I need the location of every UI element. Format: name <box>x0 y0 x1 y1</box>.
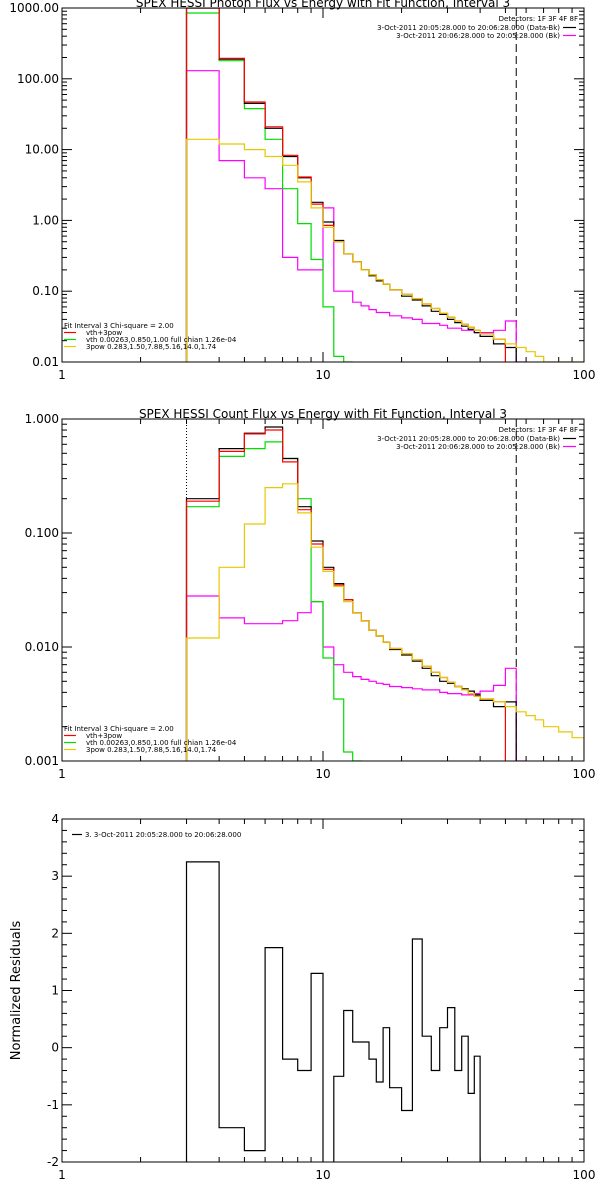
chart-panel-3: 1 10 100 -2 -1 0 1 2 3 4 3. 3-Oct-2011 20:05:28.00… <box>9 812 595 1182</box>
x-axis-ticks <box>61 419 573 761</box>
legend-entry-label: 3-Oct-2011 20:05:28.000 to 20:06:28.000 … <box>377 435 560 443</box>
series-group <box>185 426 584 761</box>
legend-entry-label: 3pow 0.283,1.50,7.88,5.16,14.0,1.74 <box>86 343 217 351</box>
legend-header: Fit Interval 3 Chi-square = 2.00 <box>64 322 174 330</box>
plot-frame <box>61 7 585 363</box>
x-axis-ticks <box>61 819 573 1162</box>
y-tick-label: 3 <box>51 869 59 883</box>
series-line-1 <box>185 861 481 1162</box>
legend-entry-label: vth+3pow <box>86 732 122 740</box>
y-tick-label: 1 <box>51 984 59 998</box>
y-tick-label: 100.00 <box>17 72 59 86</box>
y-tick-label: 1.00 <box>32 213 59 227</box>
y-axis-ticks <box>62 418 584 762</box>
series-group <box>185 861 481 1162</box>
legend-entry-label: vth 0.00263,0.850,1.00 full chian 1.26e-… <box>86 739 237 747</box>
legend-entry-label: vth 0.00263,0.850,1.00 full chian 1.26e-… <box>86 336 237 344</box>
legend-entry-label: 3. 3-Oct-2011 20:05:28.000 to 20:06:28.0… <box>85 831 241 839</box>
chart-panel-2: SPEX HESSI Count Flux vs Energy with Fit… <box>25 407 596 781</box>
x-tick-label: 1 <box>58 767 66 781</box>
x-tick-label: 1 <box>58 368 66 382</box>
y-tick-label: 4 <box>51 812 59 826</box>
y-tick-label: 1000.00 <box>9 1 59 15</box>
legend-left: Fit Interval 3 Chi-square = 2.00vth+3pow… <box>64 725 237 754</box>
legend-entry-label: 3-Oct-2011 20:06:28.000 to 20:05:28.000 … <box>396 32 560 40</box>
y-tick-label: 10.00 <box>25 143 59 157</box>
legend-left: Fit Interval 3 Chi-square = 2.00vth+3pow… <box>64 322 237 351</box>
y-tick-label: 0.010 <box>25 640 59 654</box>
plot-frame <box>61 818 585 1163</box>
legend-header: Detectors: 1F 3F 4F 8F <box>499 15 578 23</box>
y-tick-label: 0.001 <box>25 754 59 768</box>
series-line-4 <box>185 138 584 362</box>
series-line-2 <box>185 8 506 362</box>
chart-title: SPEX HESSI Photon Flux vs Energy with Fi… <box>136 0 510 10</box>
x-tick-label: 100 <box>573 1168 596 1182</box>
x-axis-ticks <box>61 8 573 362</box>
y-tick-label: 0 <box>51 1041 59 1055</box>
legend: 3. 3-Oct-2011 20:05:28.000 to 20:06:28.0… <box>72 831 241 839</box>
series-line-1 <box>185 426 517 761</box>
legend-right: Detectors: 1F 3F 4F 8F3-Oct-2011 20:05:2… <box>377 426 578 451</box>
series-line-4 <box>185 483 584 761</box>
series-line-3 <box>185 441 362 761</box>
series-line-1 <box>185 8 517 362</box>
y-tick-label: 2 <box>51 926 59 940</box>
series-line-5 <box>185 70 527 362</box>
series-group <box>185 8 584 362</box>
legend-entry-label: vth+3pow <box>86 329 122 337</box>
y-tick-label: 0.01 <box>32 355 59 369</box>
x-tick-label: 10 <box>315 1168 330 1182</box>
legend-header: Fit Interval 3 Chi-square = 2.00 <box>64 725 174 733</box>
x-tick-label: 100 <box>573 368 596 382</box>
y-tick-label: 0.10 <box>32 284 59 298</box>
x-tick-label: 100 <box>573 767 596 781</box>
y-axis-ticks <box>62 7 584 363</box>
chart-panel-1: SPEX HESSI Photon Flux vs Energy with Fi… <box>9 0 595 382</box>
series-line-2 <box>185 429 506 761</box>
series-line-3 <box>185 12 354 362</box>
y-tick-label: 0.100 <box>25 526 59 540</box>
plot-frame <box>61 418 585 762</box>
chart-title: SPEX HESSI Count Flux vs Energy with Fit… <box>139 407 507 421</box>
series-line-5 <box>185 595 527 761</box>
y-tick-label: 1.000 <box>25 412 59 426</box>
x-tick-label: 10 <box>315 767 330 781</box>
y-axis-label: Normalized Residuals <box>9 921 24 1061</box>
y-tick-label: -2 <box>47 1155 59 1169</box>
legend-right: Detectors: 1F 3F 4F 8F3-Oct-2011 20:05:2… <box>377 15 578 40</box>
x-tick-label: 1 <box>58 1168 66 1182</box>
y-tick-label: -1 <box>47 1098 59 1112</box>
x-tick-label: 10 <box>315 368 330 382</box>
legend-entry-label: 3-Oct-2011 20:05:28.000 to 20:06:28.000 … <box>377 24 560 32</box>
legend-header: Detectors: 1F 3F 4F 8F <box>499 426 578 434</box>
legend-entry-label: 3-Oct-2011 20:06:28.000 to 20:05:28.000 … <box>396 443 560 451</box>
legend-entry-label: 3pow 0.283,1.50,7.88,5.16,14.0,1.74 <box>86 746 217 754</box>
